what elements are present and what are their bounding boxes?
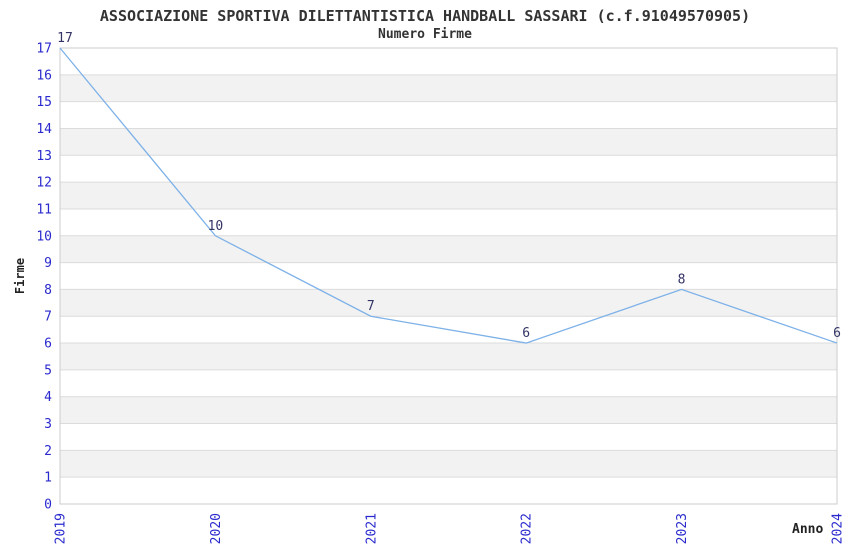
y-axis-tick-label: 0 (44, 498, 52, 513)
plot-band (60, 101, 837, 129)
y-axis-tick-label: 10 (36, 229, 52, 244)
x-axis-title: Anno (792, 522, 824, 537)
plot-band (60, 155, 837, 183)
x-axis-tick-label: 2023 (675, 513, 690, 544)
y-axis-tick-label: 4 (44, 390, 52, 405)
y-axis-tick-label: 12 (36, 176, 52, 191)
y-axis-tick-label: 15 (36, 95, 52, 110)
data-point-label: 6 (833, 326, 841, 341)
plot-band (60, 343, 837, 370)
y-axis-tick-label: 16 (36, 68, 52, 83)
chart-subtitle: Numero Firme (378, 27, 472, 42)
y-axis-tick-label: 1 (44, 471, 52, 486)
x-axis-tick-label: 2020 (209, 513, 224, 544)
plot-band (60, 235, 837, 263)
y-axis-tick-label: 14 (36, 122, 52, 137)
y-axis-tick-label: 6 (44, 337, 52, 352)
y-axis-tick-label: 2 (44, 444, 52, 459)
x-axis-tick-label: 2022 (520, 513, 535, 544)
x-axis-tick-label: 2019 (54, 513, 69, 544)
plot-band (60, 369, 837, 397)
plot-band (60, 477, 837, 504)
plot-band (60, 128, 837, 156)
y-axis-tick-label: 3 (44, 417, 52, 432)
data-point-label: 8 (678, 272, 686, 287)
y-axis-tick-label: 13 (36, 149, 52, 164)
plot-border (59, 47, 838, 505)
y-axis-tick-label: 8 (44, 283, 52, 298)
data-point-label: 17 (57, 31, 73, 46)
data-point-label: 7 (367, 299, 375, 314)
chart-title: ASSOCIAZIONE SPORTIVA DILETTANTISTICA HA… (99, 7, 751, 25)
plot-band (60, 450, 837, 478)
data-point-label: 10 (208, 219, 224, 234)
y-axis-tick-label: 9 (44, 256, 52, 271)
y-axis-tick-label: 7 (44, 310, 52, 325)
plot-band (60, 182, 837, 209)
plot-band (60, 74, 837, 102)
y-axis-tick-label: 5 (44, 363, 52, 378)
plot-band (60, 208, 837, 236)
plot-band (60, 48, 837, 75)
x-axis-tick-label: 2021 (364, 513, 379, 544)
plot-band (60, 262, 837, 290)
plot-band (60, 396, 837, 424)
x-axis-tick-label: 2024 (831, 513, 846, 544)
plot-band (60, 423, 837, 451)
y-axis-tick-label: 11 (36, 202, 52, 217)
y-axis-tick-label: 17 (36, 42, 52, 57)
series-line (59, 47, 838, 344)
data-point-label: 6 (522, 326, 530, 341)
plot-band (60, 289, 837, 317)
